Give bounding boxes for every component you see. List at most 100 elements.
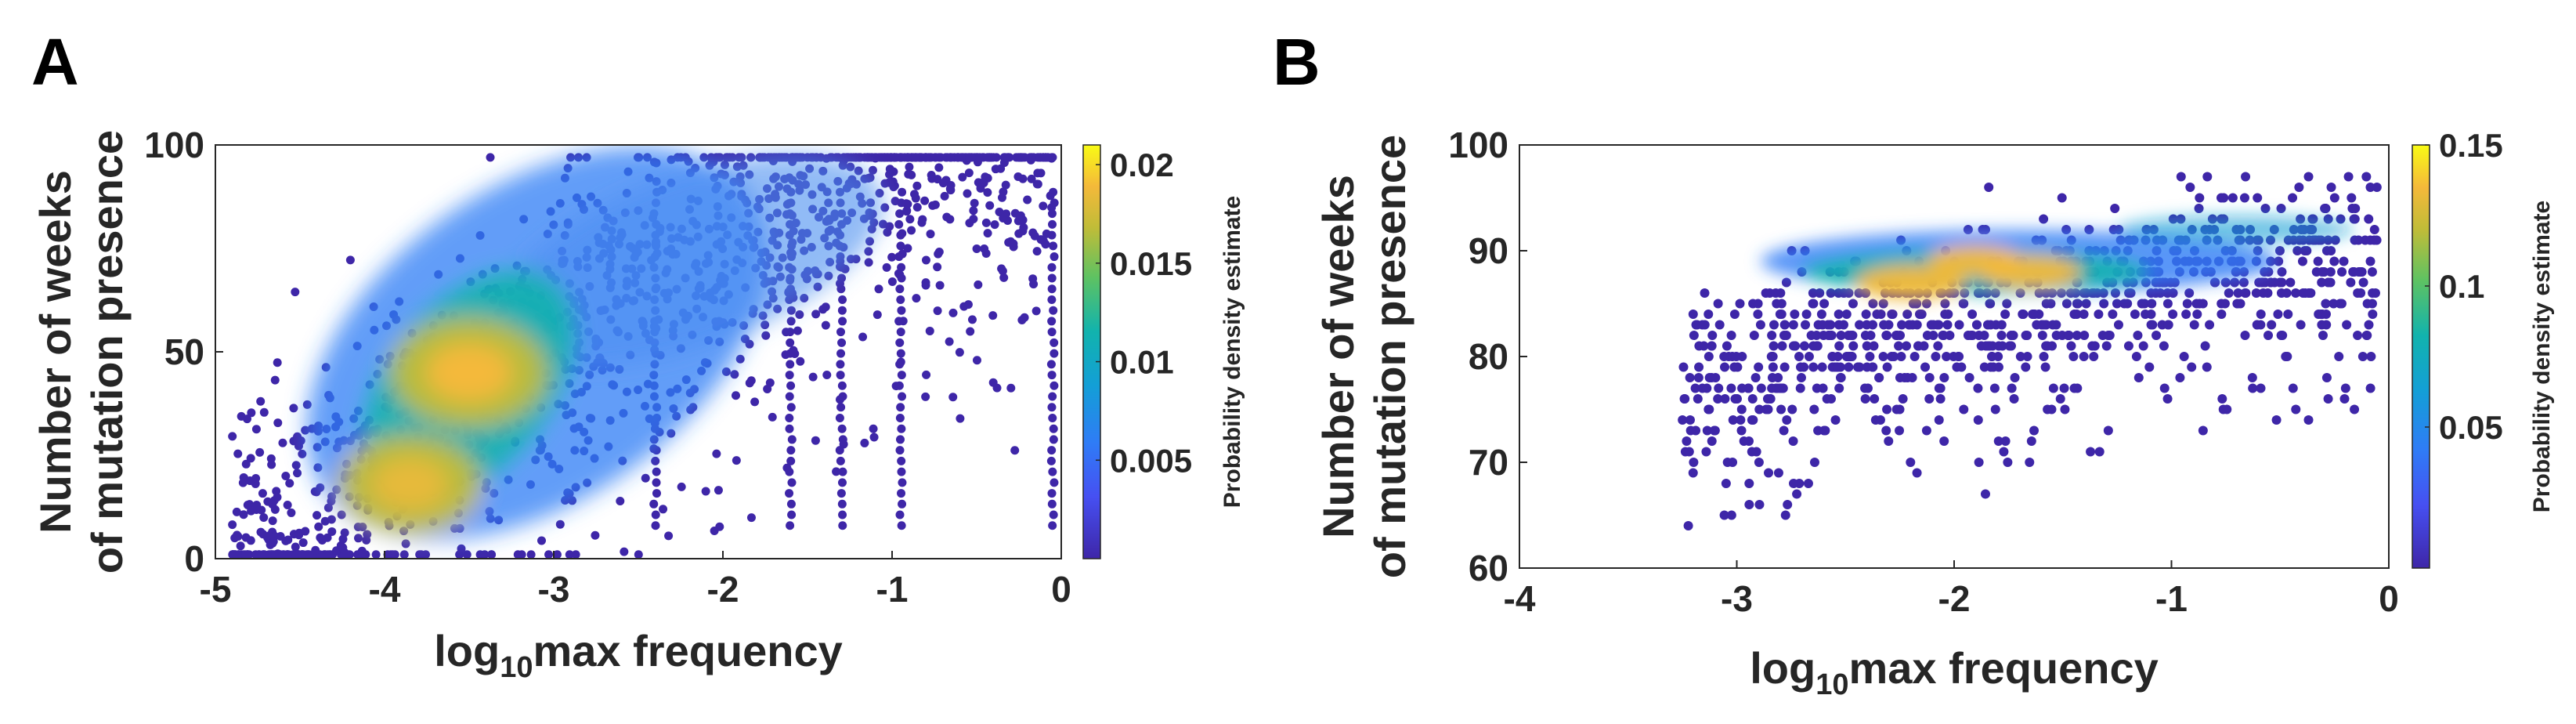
scatter-point — [2353, 331, 2363, 340]
scatter-point — [1729, 362, 1740, 372]
scatter-point — [2281, 352, 2291, 361]
scatter-point — [992, 153, 1001, 162]
scatter-point — [1014, 229, 1024, 238]
scatter-point — [1720, 394, 1730, 404]
scatter-point — [897, 198, 906, 208]
scatter-point — [1719, 352, 1729, 361]
scatter-point — [1835, 373, 1845, 382]
scatter-point — [880, 179, 890, 188]
scatter-point — [2334, 352, 2344, 361]
scatter-point — [2133, 373, 2144, 382]
scatter-point — [1973, 383, 1983, 393]
scatter-point — [2110, 288, 2120, 298]
scatter-point — [786, 381, 796, 390]
scatter-point — [233, 530, 242, 540]
scatter-point — [2194, 204, 2204, 213]
scatter-point — [858, 332, 868, 342]
scatter-point — [898, 187, 907, 197]
scatter-point — [1713, 299, 1723, 309]
scatter-point — [2291, 404, 2301, 414]
scatter-point — [730, 370, 739, 379]
scatter-point — [864, 258, 873, 267]
scatter-point — [236, 541, 245, 551]
scatter-point — [1826, 288, 1836, 298]
scatter-point — [1870, 394, 1880, 404]
scatter-point — [2051, 320, 2061, 330]
scatter-point — [2329, 193, 2339, 203]
scatter-point — [890, 153, 899, 162]
scatter-point — [1794, 352, 1805, 361]
scatter-point — [2313, 256, 2323, 266]
scatter-point — [1694, 362, 1704, 372]
scatter-point — [981, 248, 991, 258]
chart-b-density-cloud — [1761, 215, 2354, 300]
scatter-point — [1808, 299, 1818, 309]
scatter-point — [1920, 362, 1931, 372]
scatter-point — [1882, 404, 1892, 414]
scatter-point — [2321, 299, 2331, 309]
scatter-point — [2361, 331, 2372, 340]
scatter-point — [1913, 341, 1924, 351]
scatter-point — [895, 413, 905, 422]
scatter-point — [2086, 447, 2096, 457]
scatter-point — [2329, 299, 2339, 309]
scatter-point — [1776, 404, 1787, 414]
scatter-point — [526, 550, 536, 559]
scatter-point — [837, 306, 847, 315]
scatter-point — [1047, 499, 1057, 509]
scatter-point — [298, 538, 308, 548]
scatter-point — [252, 500, 262, 509]
scatter-point — [2318, 331, 2328, 340]
scatter-point — [2336, 214, 2346, 224]
scatter-point — [955, 348, 964, 357]
scatter-point — [1848, 341, 1859, 351]
scatter-point — [2162, 394, 2173, 404]
scatter-point — [948, 308, 958, 317]
scatter-point — [2043, 404, 2053, 414]
scatter-point — [1834, 383, 1844, 393]
scatter-point — [361, 550, 370, 559]
scatter-point — [2007, 383, 2017, 393]
scatter-point — [2099, 299, 2109, 309]
scatter-point — [1766, 352, 1776, 361]
scatter-point — [1780, 510, 1790, 520]
scatter-point — [2364, 320, 2374, 330]
scatter-point — [1703, 404, 1714, 414]
scatter-point — [1934, 415, 1944, 425]
scatter-point — [1809, 458, 1819, 467]
scatter-point — [1896, 352, 1906, 361]
scatter-point — [889, 183, 898, 192]
scatter-point — [935, 281, 945, 290]
scatter-point — [1822, 394, 1832, 404]
scatter-point — [1711, 373, 1721, 382]
scatter-point — [1779, 425, 1789, 436]
scatter-point — [1792, 489, 1802, 499]
chart-b-x-ticks: -4 -3 -2 -1 0 — [1504, 560, 2399, 619]
scatter-point — [1973, 415, 1983, 425]
scatter-point — [1895, 425, 1905, 436]
scatter-point — [2276, 204, 2286, 213]
scatter-point — [677, 482, 686, 491]
scatter-point — [1781, 277, 1791, 288]
scatter-point — [1935, 394, 1946, 404]
scatter-point — [942, 212, 952, 222]
scatter-point — [2131, 352, 2141, 361]
scatter-point — [897, 306, 906, 315]
scatter-point — [651, 456, 660, 465]
scatter-point — [894, 381, 904, 390]
scatter-point — [1050, 252, 1059, 262]
scatter-point — [2175, 373, 2185, 382]
scatter-point — [233, 449, 243, 458]
scatter-point — [1860, 331, 1870, 340]
scatter-point — [868, 165, 877, 175]
scatter-point — [786, 360, 795, 369]
chart-b-y-ticks: 60 70 80 90 100 — [1448, 125, 1527, 588]
scatter-point — [746, 376, 756, 386]
scatter-point — [903, 244, 912, 253]
scatter-point — [1046, 360, 1056, 369]
scatter-point — [2348, 267, 2358, 277]
scatter-point — [999, 213, 1008, 223]
scatter-point — [1841, 310, 1852, 319]
scatter-point — [2325, 277, 2336, 288]
